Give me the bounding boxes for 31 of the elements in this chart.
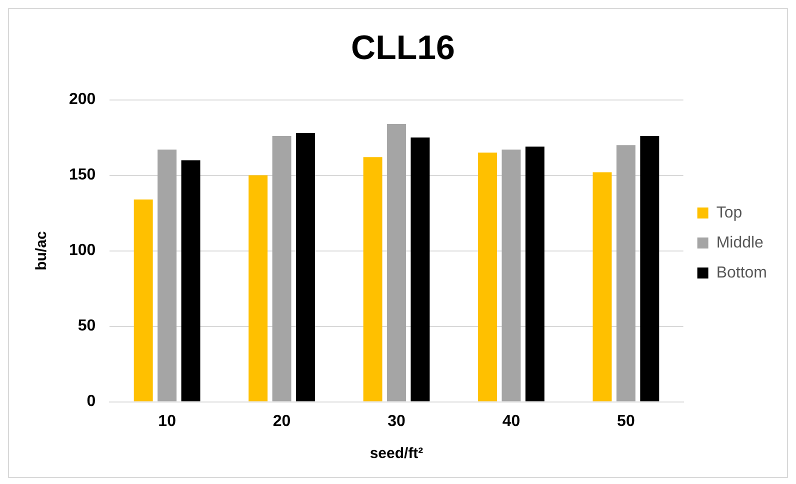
chart-title: CLL16 — [351, 28, 455, 67]
x-tick-label: 50 — [617, 412, 635, 430]
bar — [502, 150, 521, 402]
bar — [248, 175, 268, 402]
bar — [525, 146, 544, 402]
bar — [387, 124, 406, 402]
x-tick-label: 30 — [388, 412, 406, 430]
y-tick-label: 100 — [68, 242, 96, 260]
bar — [296, 133, 315, 402]
bar — [478, 152, 497, 402]
bar — [158, 150, 177, 402]
legend-label: Middle — [716, 234, 764, 252]
y-axis-title: bu/ac — [33, 231, 50, 270]
y-tick-label: 150 — [68, 166, 96, 184]
y-tick-label: 50 — [78, 318, 96, 335]
bar — [181, 160, 200, 402]
x-tick-label: 20 — [272, 412, 291, 430]
x-axis-title: seed/ft² — [370, 445, 424, 462]
x-tick-label: 40 — [502, 412, 520, 430]
legend-label: Top — [716, 204, 742, 222]
y-tick-label: 200 — [68, 91, 96, 108]
bar — [592, 172, 612, 402]
legend-label: Bottom — [716, 264, 767, 282]
y-tick-label: 0 — [86, 393, 96, 410]
bar — [616, 145, 636, 402]
bar — [640, 136, 660, 402]
bar — [363, 157, 382, 402]
bar — [134, 199, 153, 402]
bar — [272, 136, 292, 402]
x-tick-label: 10 — [158, 412, 176, 430]
bar — [410, 138, 430, 402]
